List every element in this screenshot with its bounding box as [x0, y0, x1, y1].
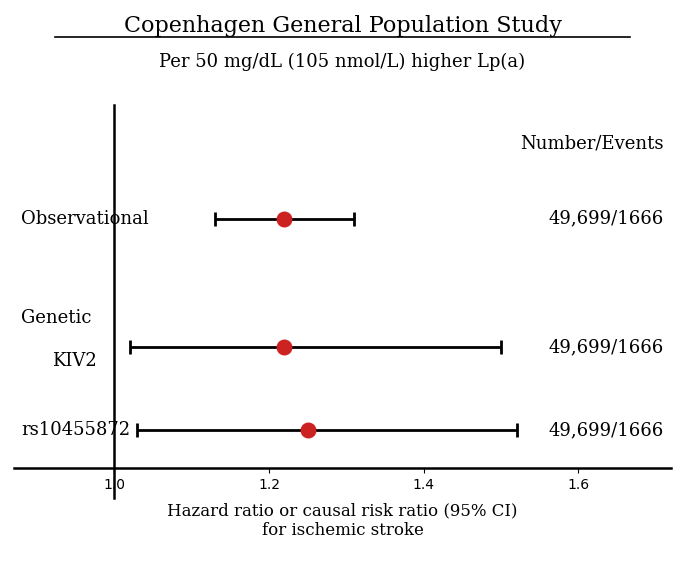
Text: Copenhagen General Population Study: Copenhagen General Population Study	[123, 15, 562, 37]
Text: Number/Events: Number/Events	[520, 134, 664, 152]
Text: 49,699/1666: 49,699/1666	[548, 338, 664, 356]
Text: 49,699/1666: 49,699/1666	[548, 210, 664, 228]
Text: Observational: Observational	[21, 210, 149, 228]
Text: 49,699/1666: 49,699/1666	[548, 421, 664, 439]
Text: Per 50 mg/dL (105 nmol/L) higher Lp(a): Per 50 mg/dL (105 nmol/L) higher Lp(a)	[160, 53, 525, 71]
Point	[279, 342, 290, 352]
Text: rs10455872: rs10455872	[21, 421, 131, 439]
Point	[302, 425, 313, 435]
X-axis label: Hazard ratio or causal risk ratio (95% CI)
for ischemic stroke: Hazard ratio or causal risk ratio (95% C…	[167, 503, 518, 539]
Text: KIV2: KIV2	[52, 352, 97, 370]
Text: Genetic: Genetic	[21, 309, 92, 328]
Point	[279, 214, 290, 223]
